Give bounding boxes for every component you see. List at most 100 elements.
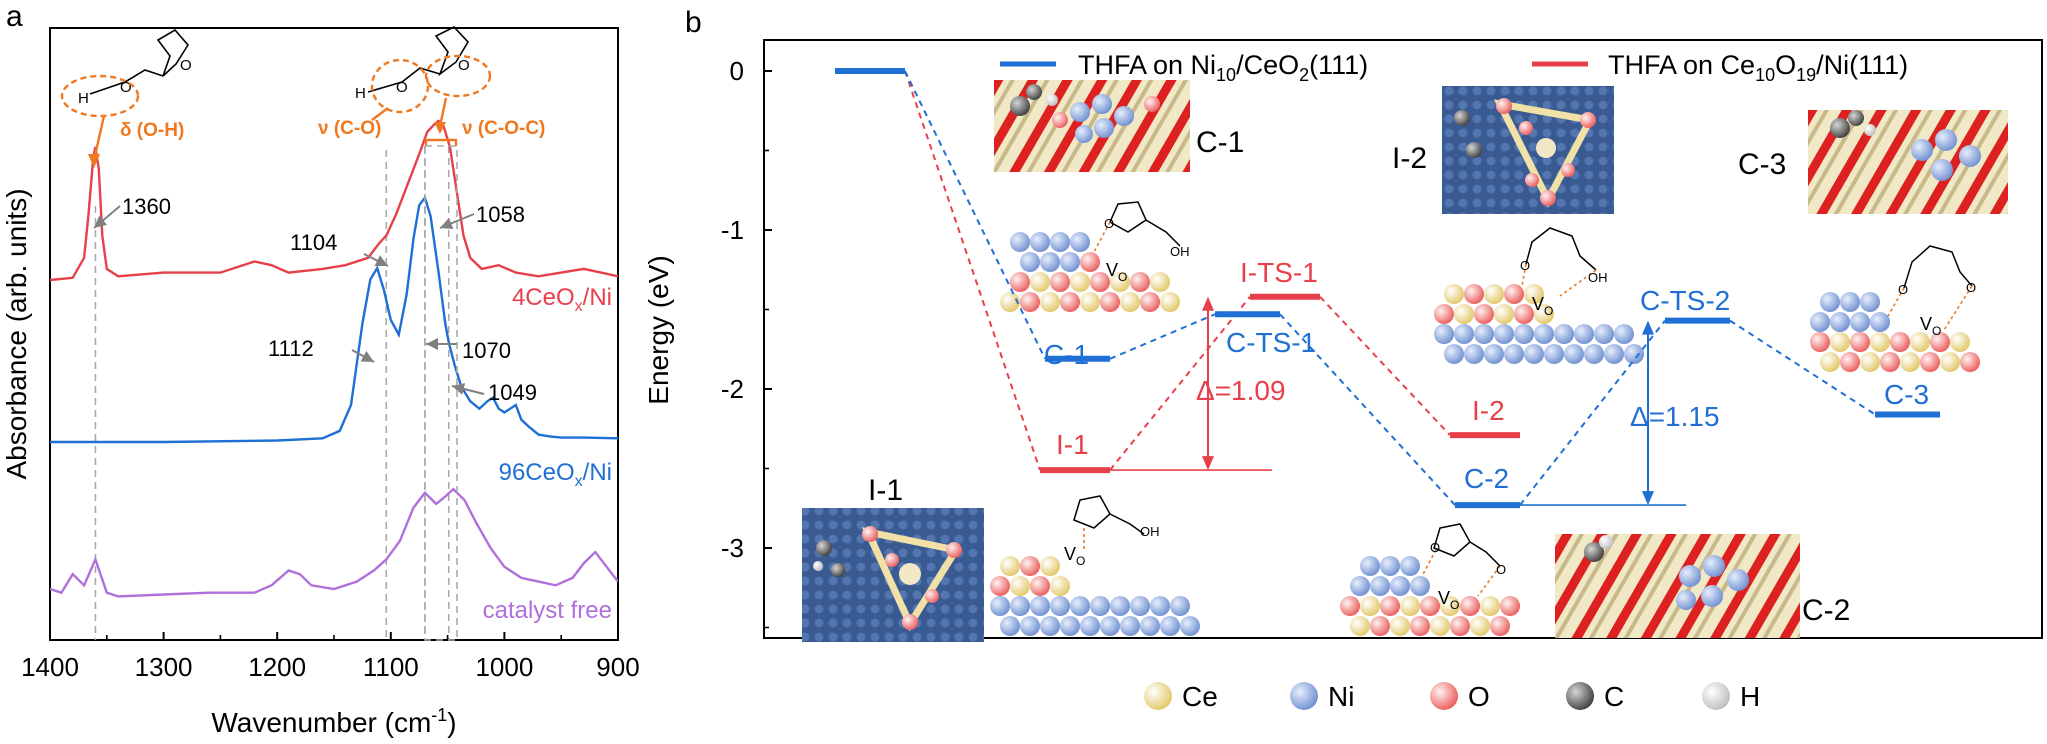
nu-coc-label: ν (C-O-C): [462, 118, 545, 139]
blue-state-label-c-2: C-2: [1464, 463, 1509, 494]
peak-label-1104: 1104: [290, 230, 337, 255]
y-tick-label--1: -1: [721, 215, 744, 245]
snapshot-label-c1: C-1: [1196, 126, 1244, 159]
thfa-molecule-oh-sketch: [89, 28, 189, 95]
legend-atom-ni: Ni: [1328, 681, 1354, 712]
snapshot-label-c2: C-2: [1802, 594, 1850, 627]
peak-arrowhead-1058: [440, 217, 454, 229]
legend-atom-c: C: [1604, 681, 1624, 712]
legend-label-red: THFA on Ce10O19/Ni(111): [1608, 50, 1908, 85]
panel-b-y-axis-label: Energy (eV): [643, 255, 674, 404]
schematic-c2: [1340, 523, 1520, 636]
peak-label-1070: 1070: [462, 338, 511, 363]
peak-arrowhead-1049: [452, 383, 466, 395]
schematic-i2: [1434, 227, 1644, 364]
schematic-i1-oh-label: OH: [1140, 524, 1160, 539]
peak-label-1058: 1058: [476, 202, 525, 227]
co-o-atom-label: O: [396, 79, 408, 96]
schematic-c3-vo: VO: [1920, 314, 1941, 338]
legend-atom-o-ball: [1430, 682, 1458, 710]
thfa-molecule-co-sketch: [367, 26, 469, 93]
snapshot-label-c3: C-3: [1738, 148, 1786, 181]
delta-oh-arrow: [92, 115, 106, 161]
panel-b-plot-frame: [763, 39, 2043, 639]
peak-arrowhead-1112: [360, 350, 374, 362]
legend-atom-o: O: [1468, 681, 1490, 712]
series-catalyst-free: [50, 487, 618, 598]
nu-coc-arrow: [438, 97, 448, 127]
snapshot-c3: [1808, 110, 2008, 214]
barrier-arrowhead-bottom-0: [1202, 456, 1214, 471]
series-96ceox-ni: [50, 195, 618, 444]
peak-arrowhead-1104: [374, 255, 388, 266]
x-tick-label-900: 900: [596, 652, 639, 682]
blue-state-label-c-ts-1: C-TS-1: [1226, 327, 1316, 358]
x-tick-label-1400: 1400: [21, 652, 79, 682]
nu-coc-bracket: [424, 138, 458, 146]
nu-co-arrow: [371, 107, 389, 121]
legend-atom-h: H: [1740, 681, 1760, 712]
legend-atom-ce: Ce: [1182, 681, 1218, 712]
panel-a-letter: a: [6, 0, 23, 33]
delta-oh-arrowhead: [88, 154, 100, 168]
peak-arrowhead-1070: [426, 338, 438, 350]
panel-b-energy-profile: b Energy (eV) 0 -1 -2 -3 THFA on Ni10/CeO2(…: [643, 6, 2043, 712]
blue-state-label-c-ts-2: C-TS-2: [1640, 285, 1730, 316]
panel-a-x-axis-label: Wavenumber (cm-1): [211, 705, 456, 738]
coc-ring-highlight: [424, 54, 492, 98]
legend-atom-ni-ball: [1290, 682, 1318, 710]
schematic-i2-o-label: O: [1520, 258, 1530, 273]
x-tick-label-1100: 1100: [363, 652, 419, 682]
snapshot-label-i2: I-2: [1392, 142, 1427, 175]
barrier-label-0: Δ=1.09: [1196, 375, 1286, 406]
barrier-arrowhead-top-0: [1202, 296, 1214, 311]
panel-a-series: [50, 119, 618, 598]
schematic-i1-vo: VO: [1064, 544, 1085, 568]
schematic-i2-vo: VO: [1532, 294, 1553, 318]
schematic-i2-oh-label: OH: [1588, 270, 1608, 285]
red-state-label-i-1: I-1: [1056, 429, 1089, 460]
coc-o-atom-label: O: [458, 57, 470, 74]
schematic-c1-oh-label: OH: [1170, 244, 1190, 259]
legend-label-blue: THFA on Ni10/CeO2(111): [1078, 50, 1368, 85]
schematic-c3: [1810, 245, 1980, 372]
panel-a-x-ticks: 1400 1300 1200 1100 1000 900: [21, 632, 640, 682]
schematic-c3-o-label-2: O: [1966, 280, 1976, 295]
series-4ceox-ni: [50, 119, 618, 282]
panel-a-ir-spectra: a 1400 1300 1200 1100 1000 900 1360 1104 1058 11…: [1, 0, 640, 738]
delta-oh-label: δ (O-H): [120, 120, 184, 141]
blue-connector-4: [1729, 319, 1876, 416]
y-tick-label--3: -3: [721, 533, 744, 563]
snapshot-label-i1: I-1: [868, 474, 903, 507]
label-catalyst-free: catalyst free: [483, 597, 612, 624]
x-tick-label-1000: 1000: [475, 652, 533, 682]
snapshot-c1: [994, 80, 1190, 172]
peak-label-1112: 1112: [268, 336, 314, 361]
x-tick-label-1200: 1200: [248, 652, 306, 682]
schematic-c2-o-label-1: O: [1430, 540, 1440, 555]
red-state-label-i-2: I-2: [1472, 395, 1505, 426]
nu-coc-range-box: [424, 145, 458, 641]
blue-state-label-c-3: C-3: [1884, 379, 1929, 410]
oh-o-atom-label: O: [120, 79, 132, 96]
label-4ceox-ni: 4CeOx/Ni: [512, 284, 612, 315]
barrier-arrowhead-top-1: [1642, 320, 1654, 335]
blue-state-label-c-1: C-1: [1044, 339, 1089, 370]
red-connector-0: [904, 70, 1041, 471]
legend-atom-ce-ball: [1144, 682, 1172, 710]
barrier-label-1: Δ=1.15: [1630, 401, 1720, 432]
nu-coc-arrowhead: [434, 122, 446, 134]
panel-a-peak-annotations: 1360 1104 1058 1112 1070 1049: [93, 194, 537, 405]
red-connector-2: [1319, 296, 1451, 436]
peak-arrowhead-1360: [94, 215, 108, 228]
oh-h-atom-label: H: [78, 90, 89, 107]
panel-a-reference-lines: [94, 146, 450, 640]
schematic-i1: [990, 495, 1200, 636]
peak-label-1049: 1049: [488, 380, 537, 405]
legend-atom-c-ball: [1566, 682, 1594, 710]
y-tick-label--2: -2: [721, 374, 744, 404]
ring-o-atom-label: O: [180, 57, 192, 74]
red-connector-1: [1109, 296, 1251, 471]
panel-a-y-axis-label: Absorbance (arb. units): [1, 188, 32, 479]
